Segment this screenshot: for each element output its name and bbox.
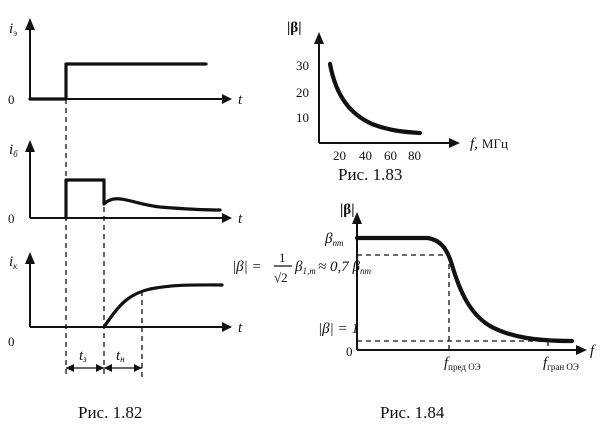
- label-f-gran: fгран ОЭ: [543, 355, 579, 372]
- fig-182: iэ 0 t iб 0 t iк 0 t tз t: [8, 18, 243, 422]
- arrow-ib-icon: [25, 140, 35, 152]
- label-ie: iэ: [9, 21, 17, 38]
- arrow-beta-183-icon: [314, 32, 324, 44]
- formula-left: |β| =: [232, 259, 262, 275]
- ytick-30: 30: [296, 58, 309, 73]
- t-label-3: t: [238, 320, 243, 336]
- label-f-184: f: [590, 343, 596, 359]
- arrow-t-1-icon: [222, 94, 232, 104]
- t-label-2: t: [238, 211, 243, 227]
- zero-2: 0: [8, 211, 15, 226]
- zero-1: 0: [8, 92, 15, 107]
- fig-183: |β| f, МГц 30 20 10 20 40 60 80 Рис. 1.83: [287, 20, 508, 184]
- ie-step: [28, 62, 208, 101]
- caption-184: Рис. 1.84: [380, 403, 445, 422]
- t-label-1: t: [238, 92, 243, 108]
- label-ik: iк: [9, 254, 18, 271]
- arrow-beta-184-icon: [352, 212, 362, 224]
- arrow-ik-icon: [25, 252, 35, 264]
- label-ts: tз: [79, 348, 87, 364]
- arrow-f-184-icon: [576, 345, 587, 355]
- label-unity: |β| = 1: [318, 321, 359, 337]
- xtick-60: 60: [384, 148, 397, 163]
- label-beta-183: |β|: [287, 20, 302, 36]
- label-tn: tн: [116, 348, 125, 364]
- caption-183: Рис. 1.83: [338, 165, 402, 184]
- zero-184: 0: [346, 344, 353, 359]
- caption-182: Рис. 1.82: [78, 403, 142, 422]
- label-ib: iб: [9, 142, 18, 159]
- beta-f-curve: [327, 61, 423, 136]
- xtick-20: 20: [333, 148, 346, 163]
- xtick-40: 40: [359, 148, 372, 163]
- zero-3: 0: [8, 334, 15, 349]
- arrow-ie-icon: [25, 18, 35, 30]
- formula-07-beta: |β| = 1 √2 β1,т ≈ 0,7 βпт: [232, 250, 371, 285]
- dim-ts-right-icon: [96, 364, 104, 372]
- beta-frequency-curve: [354, 235, 575, 344]
- dim-tn-right-icon: [134, 364, 142, 372]
- arrow-t-3-icon: [222, 322, 232, 332]
- formula-right: β1,т: [294, 259, 316, 276]
- dim-ts-left-icon: [66, 364, 74, 372]
- ib-pulse: [64, 178, 106, 220]
- xtick-80: 80: [408, 148, 421, 163]
- formula-den: √2: [274, 270, 288, 285]
- label-f-183: f, МГц: [470, 136, 508, 152]
- label-beta-184: |β|: [340, 202, 355, 218]
- label-f-pred: fпред ОЭ: [444, 355, 481, 372]
- formula-num: 1: [279, 250, 286, 265]
- dim-tn-left-icon: [104, 364, 112, 372]
- ib-decay-curve: [102, 178, 222, 212]
- formula-tail: ≈ 0,7 βпт: [318, 259, 371, 276]
- label-beta-pt: βпт: [324, 231, 344, 248]
- ytick-10: 10: [296, 110, 309, 125]
- ytick-20: 20: [296, 85, 309, 100]
- ik-rise-curve: [102, 283, 224, 329]
- fig-184: |β| βпт |β| = 1 √2 β1,т ≈ 0,7 βпт |β| = …: [232, 202, 596, 422]
- arrow-f-183-icon: [449, 138, 460, 148]
- arrow-t-2-icon: [222, 213, 232, 223]
